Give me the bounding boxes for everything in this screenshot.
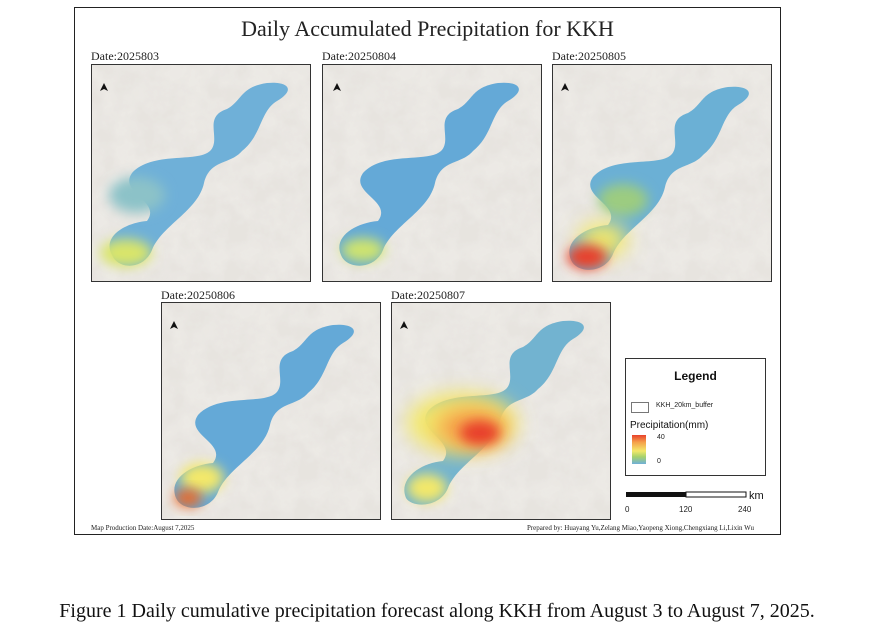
north-arrow-icon xyxy=(561,83,569,91)
panel-5-date: Date:20250807 xyxy=(391,288,465,302)
panel-1-date: Date:2025803 xyxy=(91,49,159,63)
scale-unit: km xyxy=(749,491,764,502)
prepared-by: Prepared by: Huayang Yu,Zelang Miao,Yaop… xyxy=(526,524,754,532)
kkh-buffer-precip xyxy=(100,82,288,267)
panel-5-map xyxy=(392,303,610,519)
scale-segment-1 xyxy=(626,492,686,497)
scale-tick-0: 0 xyxy=(625,505,630,514)
kkh-buffer-precip xyxy=(567,86,749,270)
panel-3-map xyxy=(553,65,771,281)
legend-title: Legend xyxy=(674,369,717,383)
precip-label: Precipitation(mm) xyxy=(630,420,709,431)
north-arrow-icon xyxy=(100,83,108,91)
production-date: Map Production Date:August 7,2025 xyxy=(91,524,195,532)
north-arrow-icon xyxy=(400,321,408,329)
north-arrow-icon xyxy=(333,83,341,91)
north-arrow-icon xyxy=(170,321,178,329)
scale-segment-2 xyxy=(685,491,747,498)
scale-tick-120: 120 xyxy=(679,505,693,514)
figure-caption: Figure 1 Daily cumulative precipitation … xyxy=(59,600,815,622)
map-panel-2 xyxy=(322,64,542,282)
map-panel-1 xyxy=(91,64,311,282)
panel-1-map xyxy=(92,65,310,281)
scale-bar: km 0 120 240 xyxy=(625,490,775,522)
buffer-label: KKH_20km_buffer xyxy=(656,402,714,409)
panel-4-date: Date:20250806 xyxy=(161,288,235,302)
kkh-buffer-precip xyxy=(339,82,519,266)
panel-3-date: Date:20250805 xyxy=(552,49,626,63)
legend: Legend KKH_20km_buffer Precipitation(mm)… xyxy=(625,358,766,476)
map-panel-5 xyxy=(391,302,611,520)
panel-2-map xyxy=(323,65,541,281)
kkh-buffer-precip xyxy=(404,320,584,505)
buffer-swatch xyxy=(631,402,649,413)
precip-color-ramp xyxy=(632,435,646,464)
map-title: Daily Accumulated Precipitation for KKH xyxy=(241,16,614,41)
scale-tick-240: 240 xyxy=(738,505,752,514)
panel-2-date: Date:20250804 xyxy=(322,49,396,63)
panel-4-map xyxy=(162,303,380,519)
precip-min-label: 0 xyxy=(657,458,661,465)
map-panel-3 xyxy=(552,64,772,282)
precip-max-label: 40 xyxy=(657,434,665,441)
kkh-buffer-precip xyxy=(174,324,354,508)
map-panel-4 xyxy=(161,302,381,520)
map-frame: Daily Accumulated Precipitation for KKH … xyxy=(74,7,781,535)
